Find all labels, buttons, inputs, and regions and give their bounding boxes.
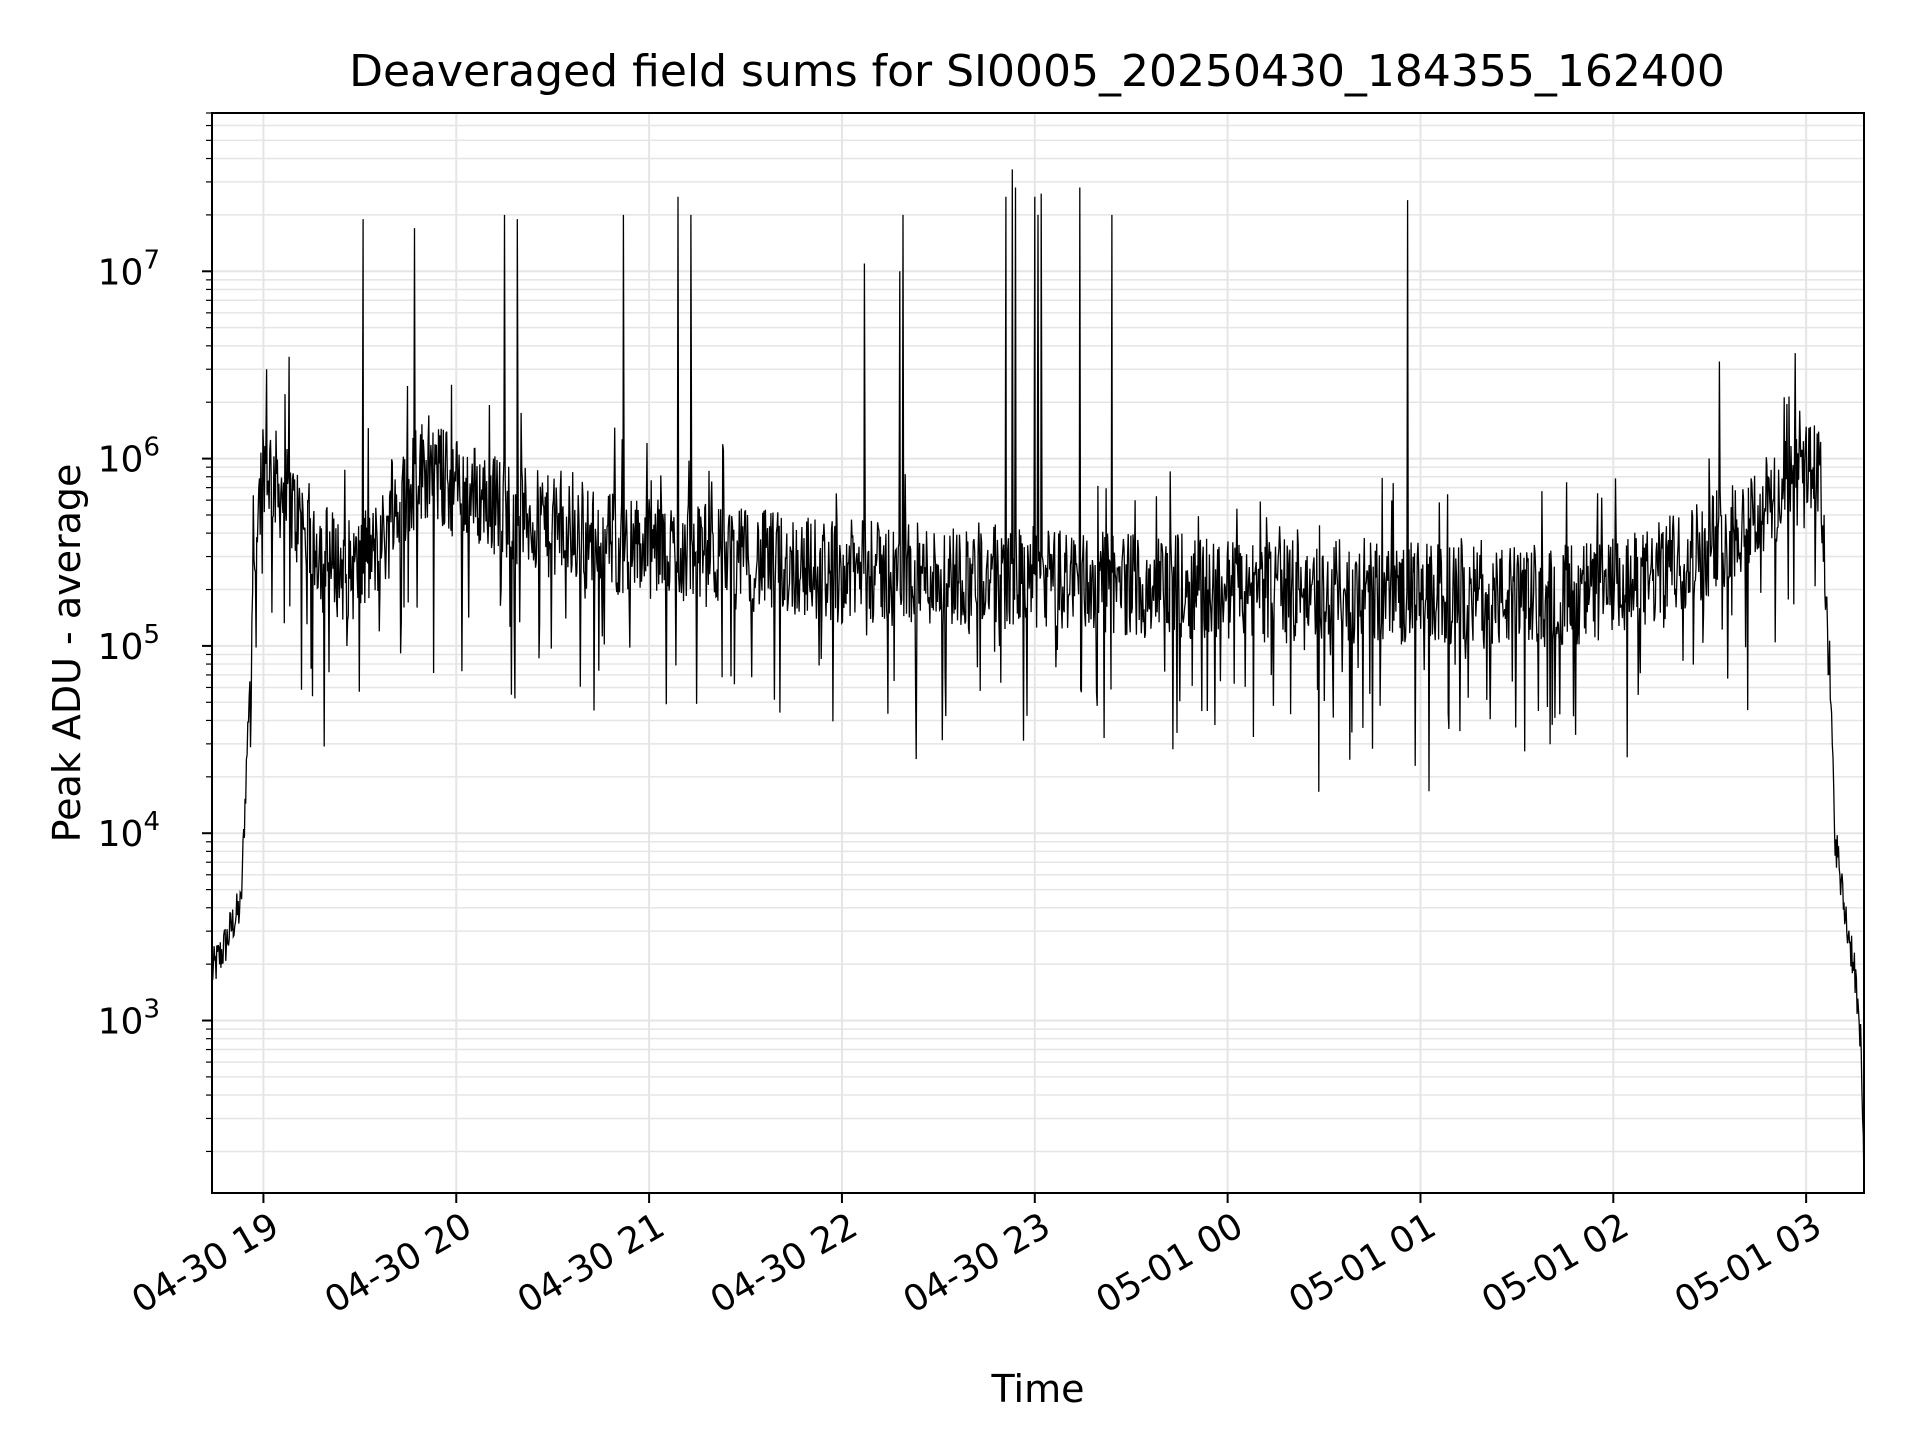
y-tick-label: 104 (98, 807, 160, 855)
grid-layer (212, 112, 1864, 1193)
y-tick-label: 103 (98, 995, 160, 1043)
x-axis-label: Time (991, 1367, 1085, 1411)
y-tick-label: 107 (98, 245, 160, 293)
plot-frame (211, 112, 1865, 1194)
y-tick-label: 105 (98, 620, 160, 668)
plot-area (211, 169, 1865, 1189)
series-line (211, 169, 1865, 1189)
chart-title: Deaveraged field sums for SI0005_2025043… (349, 46, 1725, 97)
y-axis-label: Peak ADU - average (45, 464, 89, 843)
y-tick-label: 106 (98, 433, 160, 481)
